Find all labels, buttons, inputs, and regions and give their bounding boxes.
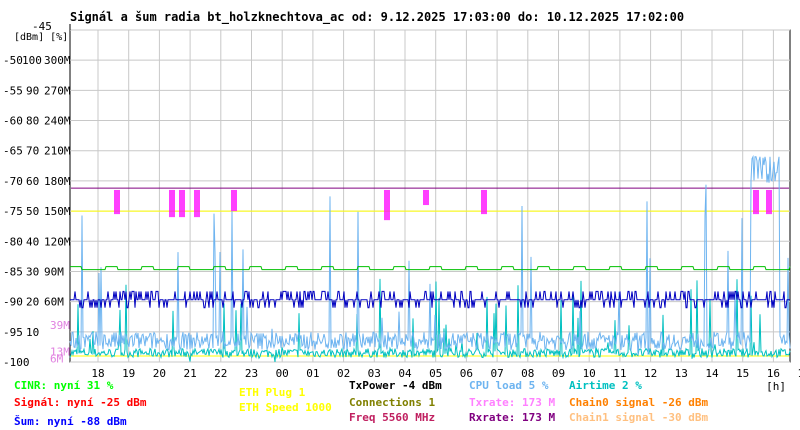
x-tick-label: 23 [245, 367, 258, 380]
series-noise [70, 290, 790, 309]
x-tick-label: 21 [183, 367, 196, 380]
y-tick-dbm: -95 [3, 326, 23, 339]
x-tick-label: 08 [521, 367, 534, 380]
series-cinr [70, 266, 791, 271]
y-tick-pct: 50 [26, 205, 39, 218]
units-label: [dBm] [%] [14, 32, 68, 43]
y-tick-rate: 150M [44, 205, 71, 218]
y-tick-rate: 210M [44, 145, 71, 158]
y-tick-dbm: -70 [3, 175, 23, 188]
x-tick-label: 20 [153, 367, 166, 380]
y-tick-pct: 20 [26, 296, 39, 309]
x-tick-label: 18 [91, 367, 104, 380]
y-tick-dbm: -50 [3, 54, 23, 67]
legend-noise: Šum: nyní -88 dBm [14, 415, 127, 428]
series-cpu-load [69, 154, 791, 356]
legend-rxrate: Rxrate: 173 M [469, 411, 556, 424]
x-tick-label: 19 [122, 367, 135, 380]
y-tick-dbm: -75 [3, 205, 23, 218]
y-tick-pct: 10 [26, 326, 39, 339]
y-tick-rate: 240M [44, 115, 71, 128]
x-tick-label: 14 [705, 367, 719, 380]
x-tick-label: 04 [398, 367, 412, 380]
x-tick-label: 13 [675, 367, 688, 380]
legend-connections: Connections 1 [349, 396, 436, 409]
legend-eth-plug: ETH Plug 1 [239, 386, 306, 399]
chart-title: Signál a šum radia bt_holzknechtova_ac o… [70, 10, 685, 24]
y-tick-dbm: -85 [3, 265, 23, 278]
x-tick-label: 09 [552, 367, 565, 380]
x-tick-label: 15 [736, 367, 749, 380]
legend-signal: Signál: nyní -25 dBm [14, 396, 147, 409]
y-tick-rate-low: 39M [50, 319, 70, 332]
y-tick-rate: 270M [44, 84, 71, 97]
x-tick-label: 01 [306, 367, 319, 380]
legend-chain1: Chain1 signal -30 dBm [569, 411, 709, 424]
x-tick-label: 05 [429, 367, 442, 380]
legend-txpower: TxPower -4 dBm [349, 379, 442, 392]
legend-freq: Freq 5560 MHz [349, 411, 436, 424]
y-tick-pct: 90 [26, 84, 39, 97]
y-tick-pct: 60 [26, 175, 39, 188]
series-airtime [69, 278, 791, 362]
legend-txrate: Txrate: 173 M [469, 396, 556, 409]
y-tick-pct: 70 [26, 145, 39, 158]
x-tick-label: 22 [214, 367, 227, 380]
y-tick-rate-low: 6M [50, 352, 64, 365]
y-tick-pct: 40 [26, 235, 39, 248]
x-tick-label: 12 [644, 367, 657, 380]
x-tick-label: 11 [613, 367, 626, 380]
x-tick-label: 06 [460, 367, 473, 380]
y-tick-dbm: -100 [3, 356, 30, 369]
x-tick-label: 10 [583, 367, 596, 380]
legend-cpu-load: CPU load 5 % [469, 379, 549, 392]
y-tick-rate: 120M [44, 235, 71, 248]
y-tick-dbm: -65 [3, 145, 23, 158]
y-tick-pct: 100 [22, 54, 42, 67]
y-tick-rate-low: 13M [50, 346, 70, 359]
x-tick-label: 00 [276, 367, 289, 380]
y-tick-dbm: -90 [3, 296, 23, 309]
y-tick-dbm: -55 [3, 84, 23, 97]
y-tick-rate: 60M [44, 296, 64, 309]
x-tick-label: 02 [337, 367, 350, 380]
y-tick-pct: 30 [26, 265, 39, 278]
y-tick-rate: 300M [44, 54, 71, 67]
x-unit-label: [h] [766, 380, 786, 393]
x-tick-label: 17 [797, 367, 800, 380]
y-tick-dbm: -80 [3, 235, 23, 248]
y-tick-dbm: -60 [3, 115, 23, 128]
legend-cinr: CINR: nyní 31 % [14, 379, 114, 392]
y-tick-dbm: -45 [32, 20, 52, 33]
y-tick-pct: 80 [26, 115, 39, 128]
y-tick-rate: 90M [44, 265, 64, 278]
legend-chain0: Chain0 signal -26 dBm [569, 396, 709, 409]
x-tick-label: 03 [368, 367, 381, 380]
y-tick-rate: 180M [44, 175, 71, 188]
legend-eth-speed: ETH Speed 1000 [239, 401, 332, 414]
x-tick-label: 16 [767, 367, 780, 380]
x-tick-label: 07 [490, 367, 503, 380]
legend-airtime: Airtime 2 % [569, 379, 642, 392]
